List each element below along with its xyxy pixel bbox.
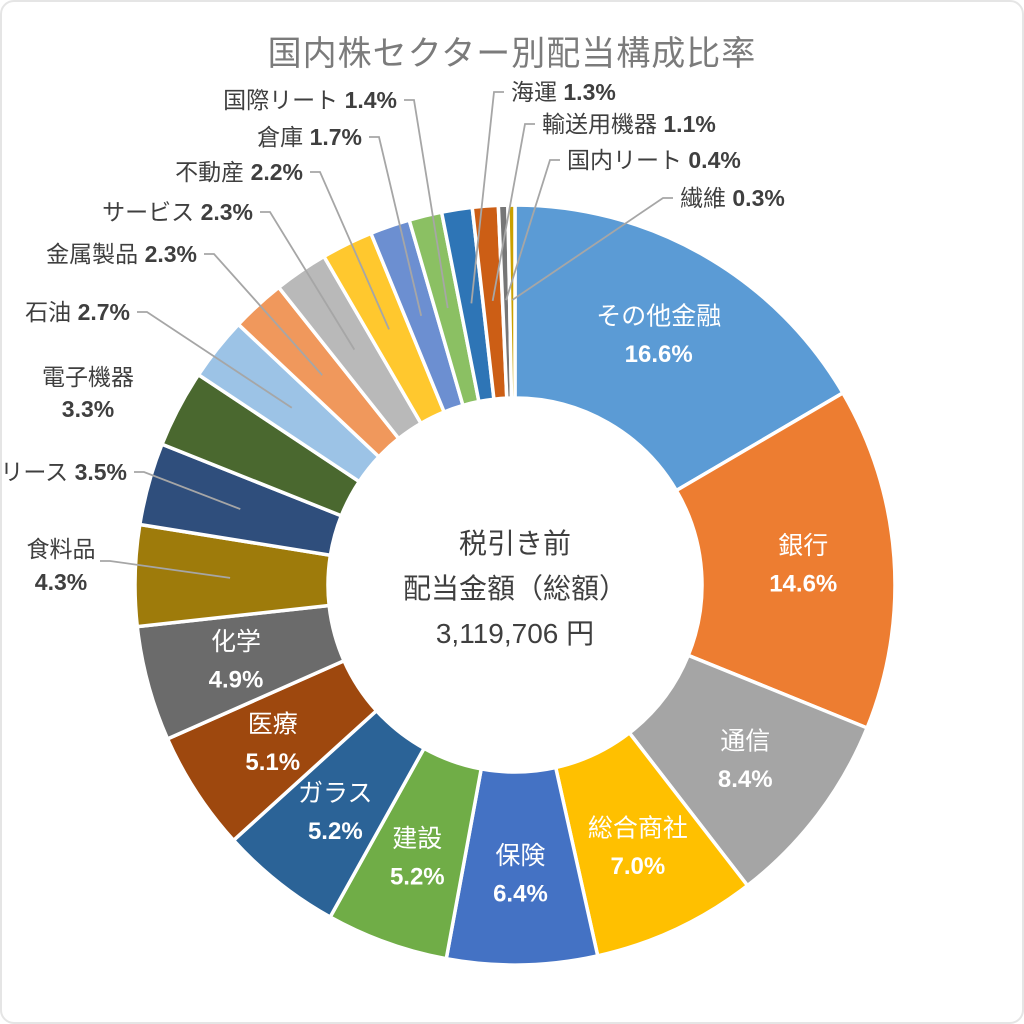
- slice-label-2: 通信: [720, 728, 770, 756]
- slice-label-18: 海運 1.3%: [511, 79, 616, 105]
- slice-value-1: 14.6%: [769, 571, 837, 598]
- leader-line-12: [137, 311, 293, 409]
- slice-label-17: 国際リート 1.4%: [223, 87, 397, 113]
- leader-line-17: [404, 99, 449, 309]
- slice-value-4: 6.4%: [493, 880, 548, 907]
- slice-value-3: 7.0%: [610, 853, 665, 880]
- slice-value-0: 16.6%: [625, 341, 693, 368]
- slice-label-0: その他金融: [596, 302, 721, 330]
- center-label-line2: 配当金額（総額）: [402, 573, 627, 604]
- leader-line-9: [100, 560, 231, 579]
- center-label-line3: 3,119,706 円: [435, 618, 595, 649]
- leader-line-18: [470, 91, 504, 304]
- slice-value-6: 5.2%: [308, 818, 363, 845]
- slice-label-19: 輸送用機器 1.1%: [542, 111, 716, 137]
- slice-value-8: 4.9%: [209, 667, 264, 694]
- leader-line-10: [134, 471, 241, 510]
- slice-label-9: 食料品: [27, 536, 96, 562]
- slice-label-7: 医療: [248, 711, 298, 739]
- leader-lines: [100, 91, 673, 579]
- leader-line-14: [260, 211, 356, 351]
- slice-label-10: リース 3.5%: [0, 459, 127, 485]
- slice-label-20: 国内リート 0.4%: [567, 147, 741, 173]
- slice-label-14: サービス 2.3%: [102, 199, 253, 225]
- pie-slices: [133, 203, 897, 967]
- slice-label-15: 不動産 2.2%: [175, 159, 303, 185]
- slice-label-5: 建設: [392, 825, 442, 853]
- donut-center-label: 税引き前 配当金額（総額） 3,119,706 円: [315, 521, 715, 656]
- slice-value-2: 8.4%: [718, 766, 773, 793]
- slice-label-16: 倉庫 1.7%: [257, 124, 362, 150]
- chart-title: 国内株セクター別配当構成比率: [267, 35, 757, 73]
- pie-slice-1[interactable]: [674, 391, 897, 730]
- center-label-line1: 税引き前: [458, 528, 571, 559]
- slice-label-1: 銀行: [778, 532, 828, 560]
- leader-line-19: [491, 123, 535, 302]
- slice-value-9: 4.3%: [35, 569, 87, 595]
- slice-labels: その他金融 16.6% 銀行 14.6% 通信 8.4% 総合商社 7.0% 保険 6.4% 建設 5…: [0, 79, 837, 907]
- slice-value-7: 5.1%: [245, 749, 300, 776]
- leader-line-21: [511, 197, 673, 301]
- slice-label-6: ガラス: [298, 779, 373, 807]
- slice-value-5: 5.2%: [390, 863, 445, 890]
- slice-label-3: 総合商社: [588, 815, 688, 843]
- slice-value-11: 3.3%: [62, 396, 114, 422]
- slice-label-8: 化学: [211, 628, 261, 656]
- slice-label-4: 保険: [495, 842, 545, 870]
- leader-line-16: [369, 136, 423, 317]
- leader-line-20: [505, 159, 560, 301]
- slice-label-21: 繊維 0.3%: [680, 185, 785, 211]
- slice-label-11: 電子機器: [42, 364, 134, 390]
- leader-line-13: [204, 253, 323, 376]
- slice-label-12: 石油 2.7%: [25, 299, 130, 325]
- slice-label-13: 金属製品 2.3%: [46, 241, 197, 267]
- leader-line-15: [310, 171, 390, 330]
